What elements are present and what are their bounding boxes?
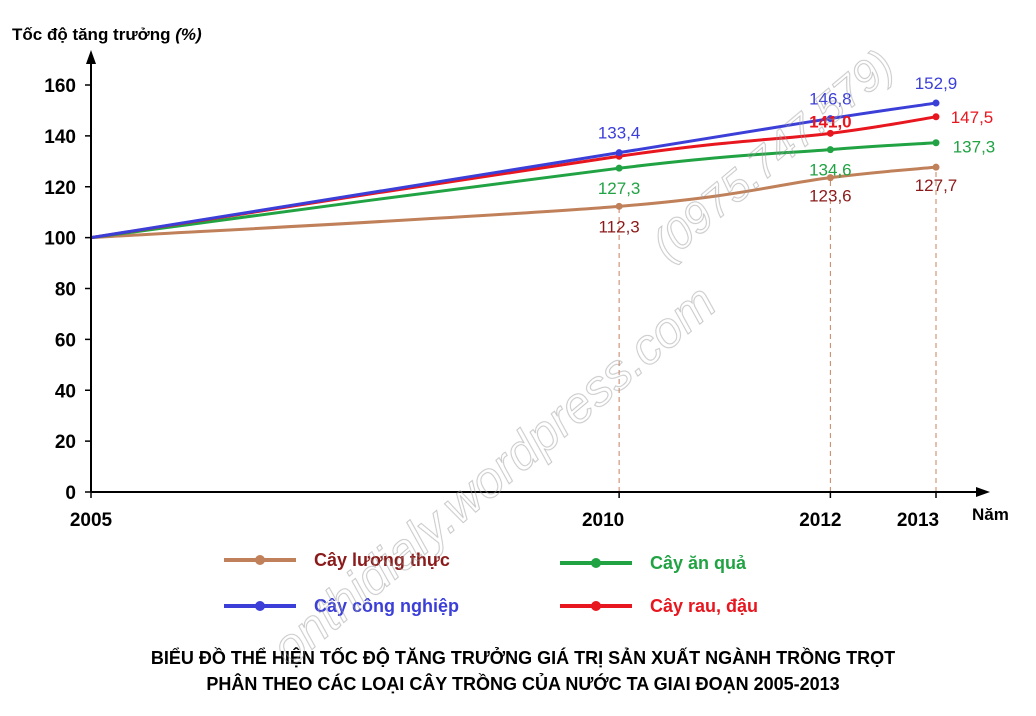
y-tick-label: 60: [55, 330, 76, 351]
legend-label: Cây công nghiệp: [314, 596, 459, 616]
y-axis-arrow: [86, 50, 96, 64]
legend-label: Cây lương thực: [314, 550, 450, 570]
y-axis-title-main: Tốc độ tăng trưởng: [12, 25, 175, 44]
y-axis-ticks: 0 20 40 60 80 100 120 140 160: [44, 76, 91, 504]
y-axis-title-unit: (%): [175, 25, 202, 44]
y-tick-label: 100: [44, 229, 76, 250]
data-label: 141,0: [809, 112, 852, 131]
watermark: onthidialy.wordpress.com (0975.747.579): [261, 40, 904, 677]
data-label: 127,7: [915, 176, 958, 195]
legend-label: Cây rau, đậu: [650, 596, 758, 616]
data-label: 134,6: [809, 161, 852, 180]
legend-marker: [591, 558, 601, 568]
x-tick-label: 2012: [799, 510, 841, 531]
data-point: [932, 139, 940, 147]
data-point: [826, 129, 834, 137]
data-point: [826, 115, 834, 123]
series-lines: [90, 99, 940, 240]
legend-marker: [591, 601, 601, 611]
data-point: [932, 163, 940, 171]
x-tick-label: 2013: [897, 510, 939, 531]
legend-marker: [255, 555, 265, 565]
y-tick-label: 80: [55, 280, 76, 301]
data-label: 152,9: [915, 74, 958, 93]
data-label: 133,4: [598, 124, 641, 143]
data-label: 146,8: [809, 90, 852, 109]
data-label: 147,5: [951, 108, 994, 127]
legend-marker: [255, 601, 265, 611]
series-line: [90, 101, 937, 240]
series-line: [90, 141, 937, 240]
y-tick-label: 120: [44, 178, 76, 199]
data-label: 127,3: [598, 179, 641, 198]
y-tick-label: 20: [55, 432, 76, 453]
data-point: [932, 113, 940, 121]
data-label: 112,3: [598, 217, 639, 236]
data-point: [932, 99, 940, 107]
watermark-phone-text: (0975.747.579): [643, 40, 903, 269]
data-point: [615, 149, 623, 157]
y-tick-label: 140: [44, 127, 76, 148]
data-point: [615, 202, 623, 210]
x-axis-arrow: [976, 487, 990, 497]
x-axis-title: Năm: [972, 505, 1009, 524]
data-labels: 112,3 123,6 127,7 133,4 146,8 152,9 127,3 134,6…: [598, 74, 995, 236]
x-tick-label: 2005: [70, 510, 113, 531]
y-tick-label: 160: [44, 76, 76, 97]
legend-label: Cây ăn quả: [650, 553, 747, 573]
x-tick-label: 2010: [582, 510, 624, 531]
chart-title-line-2: PHÂN THEO CÁC LOẠI CÂY TRỒNG CỦA NƯỚC TA…: [206, 673, 839, 694]
data-label: 137,3: [953, 138, 996, 157]
legend: Cây lương thực Cây công nghiệp Cây ăn quả C…: [224, 550, 758, 616]
y-tick-label: 0: [65, 483, 76, 504]
data-point: [826, 174, 834, 182]
series-line: [90, 165, 937, 240]
y-tick-label: 40: [55, 381, 76, 402]
axes: [86, 50, 990, 497]
data-point: [826, 146, 834, 154]
x-axis-ticks: 2005 2010 2012 2013: [70, 492, 939, 531]
chart-title-line-1: BIỂU ĐỒ THỂ HIỆN TỐC ĐỘ TĂNG TRƯỞNG GIÁ …: [151, 647, 895, 668]
drop-lines: [618, 167, 937, 492]
y-axis-title: Tốc độ tăng trưởng (%): [12, 25, 202, 44]
data-point: [615, 164, 623, 172]
data-label: 123,6: [809, 187, 852, 206]
